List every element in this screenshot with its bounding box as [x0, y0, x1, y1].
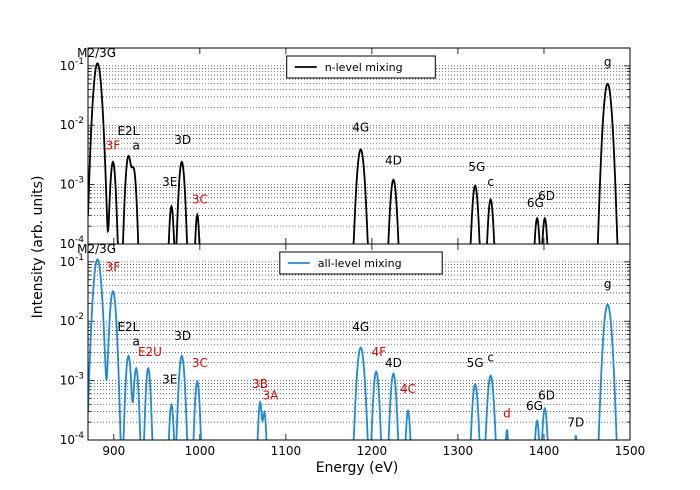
top-spectrum-line [88, 62, 619, 244]
bottom-peak-label: c [487, 350, 494, 364]
bottom-peak-label: 3F [106, 260, 121, 274]
bottom-peak-label: 4F [372, 345, 387, 359]
top-panel-y-ticks: 10-1 10-2 10-3 10-4 [60, 57, 85, 251]
x-tick-label: 1300 [443, 444, 474, 458]
bottom-peak-label: 6G [526, 399, 543, 413]
bottom-peak-label: 3B [252, 377, 268, 391]
top-legend-label: n-level mixing [325, 61, 403, 74]
bottom-peak-label: M2/3G [77, 242, 116, 256]
bottom-legend-label: all-level mixing [318, 257, 402, 270]
top-peak-label: 4D [385, 153, 402, 167]
bottom-peak-label: 4G [352, 320, 369, 334]
bottom-y-tick-label: 10-2 [60, 312, 84, 328]
top-peak-label: 3E [162, 175, 177, 189]
top-peak-label: c [487, 175, 494, 189]
top-peak-label: M2/3G [77, 46, 116, 60]
bottom-peak-label: 7D [567, 415, 584, 429]
top-peak-label: 6D [538, 189, 555, 203]
bottom-y-tick-label: 10-4 [60, 431, 85, 447]
bottom-panel-frame [87, 243, 631, 441]
bottom-y-tick-label: 10-1 [60, 253, 84, 269]
bottom-peak-label: 3D [174, 329, 191, 343]
bottom-y-tick-label: 10-3 [60, 372, 84, 388]
bottom-peak-label: d [503, 406, 511, 420]
top-peak-label: 6G [527, 196, 544, 210]
bottom-spectrum-line [88, 258, 618, 440]
bottom-peak-label: a [132, 335, 139, 349]
top-peak-label: a [132, 139, 139, 153]
top-y-tick-label: 10-3 [60, 176, 84, 192]
top-peak-label: 3D [174, 133, 191, 147]
x-tick-label: 1400 [529, 444, 560, 458]
bottom-peak-label: 4C [400, 382, 416, 396]
bottom-peak-label: 6D [538, 389, 555, 403]
bottom-legend-box [279, 251, 443, 275]
bottom-panel-legend: all-level mixing [279, 251, 443, 275]
top-y-tick-label: 10-2 [60, 116, 84, 132]
bottom-panel-y-ticks: 10-1 10-2 10-3 10-4 [60, 253, 85, 447]
top-peak-label: 5G [468, 160, 485, 174]
bottom-peak-label: E2U [138, 345, 162, 359]
bottom-panel-curve [87, 243, 631, 441]
top-peak-label: E2L [117, 124, 139, 138]
x-tick-label: 1200 [357, 444, 388, 458]
bottom-peak-label: 4D [385, 356, 402, 370]
x-tick-label: 900 [102, 444, 125, 458]
bottom-peak-label: 3C [192, 356, 208, 370]
x-axis-title: Energy (eV) [316, 460, 399, 476]
x-tick-label: 1100 [271, 444, 302, 458]
top-peak-label: 3F [106, 139, 121, 153]
top-y-tick-label: 10-4 [60, 235, 85, 251]
top-panel-legend: n-level mixing [286, 55, 436, 79]
bottom-peak-label: 3E [162, 372, 177, 386]
top-peak-label: g [604, 55, 612, 69]
x-axis-ticks: 900 1000 1100 1200 1300 1400 1500 [102, 444, 645, 458]
x-tick-label: 1500 [615, 444, 646, 458]
top-y-tick-label: 10-1 [60, 57, 84, 73]
bottom-peak-label: E2L [117, 320, 139, 334]
bottom-peak-label: g [604, 277, 612, 291]
y-axis-title: Intensity (arb. units) [30, 176, 46, 319]
top-peak-label: 4G [352, 121, 369, 135]
bottom-peak-label: 3A [262, 389, 279, 403]
x-tick-label: 1000 [185, 444, 216, 458]
top-legend-box [286, 55, 436, 79]
bottom-peak-label: 5G [467, 356, 484, 370]
top-peak-label: 3C [192, 193, 208, 207]
